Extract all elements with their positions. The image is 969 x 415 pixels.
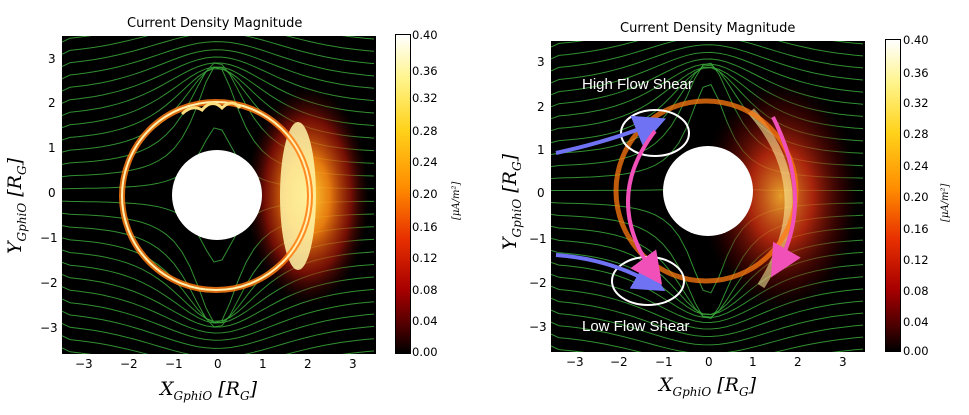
left-heatmap (62, 36, 375, 354)
left-cbar-tick: 0.36 (412, 64, 438, 78)
streamline (551, 44, 864, 84)
streamline (551, 321, 864, 352)
streamline (551, 41, 864, 60)
right-xtick: 3 (839, 355, 847, 369)
left-ytick: −3 (40, 321, 58, 335)
right-cbar-tick: 0.40 (903, 33, 929, 47)
right-colorbar-label: [μA/m²] (940, 183, 951, 222)
streamline (62, 36, 375, 55)
left-ytick: 0 (48, 186, 56, 200)
left-x-axis-label: XGphiO [RG] (160, 378, 257, 403)
right-y-axis-label: YGphiO [RG] (499, 154, 524, 250)
right-dayside-glow (701, 78, 861, 314)
right-cbar-tick: 0.24 (903, 159, 929, 173)
right-cbar-tick: 0.08 (903, 284, 929, 298)
right-cbar-tick: 0.36 (903, 66, 929, 80)
left-cbar-tick: 0.32 (412, 91, 438, 105)
left-wavy-edge (180, 101, 242, 116)
high-shear-ellipse (620, 109, 690, 157)
streamline (551, 309, 864, 346)
left-cbar-tick: 0.20 (412, 187, 438, 201)
right-heatmap (551, 41, 864, 352)
right-cbar-tick: 0.12 (903, 253, 929, 267)
right-ytick: −3 (529, 320, 547, 334)
left-ytick: −2 (40, 276, 58, 290)
left-cbar-tick: 0.28 (412, 124, 438, 138)
right-ytick: −1 (529, 232, 547, 246)
left-chart-title: Current Density Magnitude (127, 16, 303, 31)
right-xtick: 2 (794, 355, 802, 369)
streamline (62, 335, 375, 354)
pink-arrow-right (771, 116, 801, 278)
right-cbar-tick: 0.00 (903, 344, 929, 358)
left-xtick: −3 (75, 357, 93, 371)
left-colorbar-label: [μA/m²] (451, 181, 462, 220)
left-y-axis-label: YGphiO [RG] (4, 158, 29, 254)
annotation-high-flow-shear: High Flow Shear (582, 76, 693, 93)
left-xtick: 3 (349, 357, 357, 371)
blue-arrow-upper (555, 115, 667, 155)
right-planet (663, 146, 753, 236)
left-ytick: −1 (40, 231, 58, 245)
left-cbar-tick: 0.04 (412, 314, 438, 328)
streamline (62, 322, 375, 354)
left-xtick: 2 (304, 357, 312, 371)
left-xtick: −2 (120, 357, 138, 371)
streamline (551, 333, 864, 352)
right-chart-title: Current Density Magnitude (620, 21, 796, 36)
left-cbar-tick: 0.08 (412, 283, 438, 297)
left-colorbar (395, 34, 411, 354)
left-xtick: 0 (214, 357, 222, 371)
left-cbar-tick: 0.16 (412, 220, 438, 234)
right-ytick: 2 (537, 100, 545, 114)
right-cbar-tick: 0.20 (903, 190, 929, 204)
streamline (62, 36, 375, 68)
right-x-axis-label: XGphiO [RG] (659, 374, 756, 399)
right-cbar-tick: 0.32 (903, 96, 929, 110)
right-cbar-tick: 0.04 (903, 315, 929, 329)
left-ytick: 3 (48, 52, 56, 66)
right-xtick: −1 (655, 355, 673, 369)
left-cbar-tick: 0.00 (412, 345, 438, 359)
streamline (62, 41, 375, 80)
right-cbar-tick: 0.16 (903, 222, 929, 236)
left-xtick: 1 (259, 357, 267, 371)
right-cbar-tick: 0.28 (903, 127, 929, 141)
pink-arrow-left (626, 129, 663, 285)
left-plot-area (62, 36, 376, 354)
left-cbar-tick: 0.40 (412, 28, 438, 42)
right-plot-area (551, 41, 865, 352)
streamline (62, 298, 375, 341)
streamline (551, 297, 864, 338)
left-dayside-core (280, 122, 316, 270)
left-ytick: 2 (48, 96, 56, 110)
right-ytick: −2 (529, 276, 547, 290)
right-ytick: 0 (537, 186, 545, 200)
left-cbar-tick: 0.24 (412, 155, 438, 169)
right-colorbar (885, 39, 901, 352)
right-xtick: 0 (705, 355, 713, 369)
left-planet (172, 150, 262, 240)
right-xtick: 1 (749, 355, 757, 369)
right-xtick: −3 (566, 355, 584, 369)
left-ytick: 1 (48, 141, 56, 155)
left-xtick: −1 (165, 357, 183, 371)
streamline (551, 41, 864, 72)
streamline (62, 310, 375, 349)
streamline (62, 49, 375, 92)
left-boundary-core (121, 101, 311, 291)
streamline (551, 41, 864, 48)
streamline (551, 51, 864, 96)
left-cbar-tick: 0.12 (412, 251, 438, 265)
annotation-low-flow-shear: Low Flow Shear (582, 318, 690, 335)
right-ytick: 3 (537, 55, 545, 69)
right-xtick: −2 (610, 355, 628, 369)
right-ytick: 1 (537, 143, 545, 157)
streamline (551, 345, 864, 352)
